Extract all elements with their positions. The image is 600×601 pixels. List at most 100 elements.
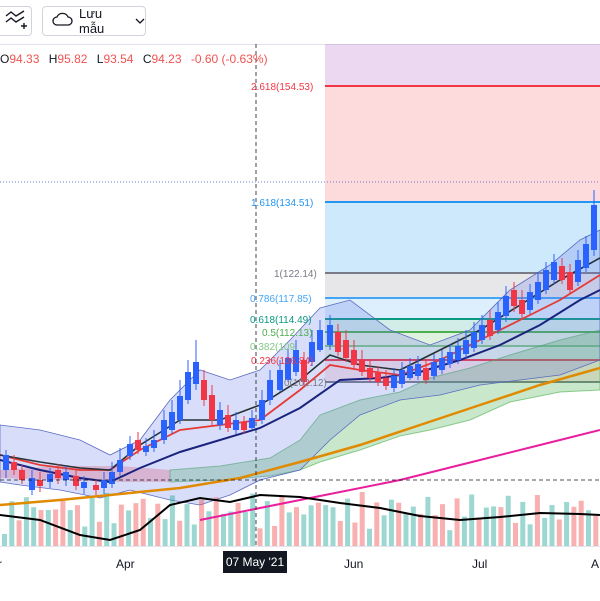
- volume-bar: [9, 501, 15, 546]
- bollinger-band: [0, 229, 600, 506]
- candle-body: [3, 455, 9, 470]
- volume-bar: [199, 499, 205, 546]
- volume-bar: [250, 493, 256, 546]
- save-layout-label: Lưu mẫu: [79, 6, 105, 36]
- volume-bar: [16, 520, 22, 546]
- candle-body: [575, 260, 581, 282]
- candle-body: [29, 478, 35, 490]
- volume-bar: [469, 494, 475, 546]
- ma-magenta-line: [199, 429, 600, 521]
- volume-bar: [162, 519, 168, 546]
- volume-bar: [294, 507, 299, 546]
- volume-bar: [483, 507, 489, 546]
- candle-body: [73, 476, 79, 486]
- volume-bar: [96, 521, 102, 546]
- indicators-button[interactable]: [0, 6, 32, 36]
- volume-bar: [593, 515, 599, 546]
- volume-bar: [381, 515, 387, 546]
- fib-zone: [325, 346, 600, 360]
- candle-body: [591, 205, 597, 250]
- crosshair-date-label: 07 May '21: [223, 551, 287, 573]
- volume-bar: [418, 513, 424, 546]
- price-chart[interactable]: 2.618(154.53) 1.618(134.51) 1(122.14) 0.786…: [0, 0, 600, 546]
- volume-bar: [461, 516, 467, 546]
- candle-body: [81, 482, 87, 488]
- volume-bar: [337, 521, 343, 546]
- volume-bar: [67, 510, 73, 546]
- volume-bar: [242, 511, 248, 546]
- ma-orange-line: [0, 366, 600, 507]
- candle-body: [225, 415, 231, 428]
- candle-body: [447, 352, 453, 364]
- volume-bar: [410, 506, 416, 546]
- save-layout-button[interactable]: Lưu mẫu: [42, 6, 146, 36]
- time-axis[interactable]: r Apr Jun Jul A 07 May '21: [0, 546, 600, 601]
- volume-bar: [126, 510, 132, 546]
- candle-body: [301, 360, 307, 382]
- volume-bar: [432, 515, 438, 546]
- volume-bar: [104, 492, 110, 546]
- volume-bar: [53, 509, 59, 546]
- volume-bar: [571, 506, 577, 546]
- candle-body: [327, 325, 333, 345]
- volume-bar: [498, 507, 504, 546]
- volume-bar: [367, 528, 372, 546]
- volume-bar: [148, 518, 153, 546]
- candle-body: [495, 312, 501, 330]
- volume-bar: [330, 507, 336, 546]
- candle-body: [487, 320, 493, 336]
- low-value: 93.54: [103, 52, 134, 66]
- volume-bar: [272, 525, 278, 546]
- candle-body: [101, 480, 107, 488]
- volume-bar: [374, 502, 380, 546]
- oscillator-line: [0, 493, 600, 542]
- volume-bar: [315, 502, 321, 546]
- volume-bar: [505, 495, 511, 546]
- chevron-down-icon: [135, 12, 145, 30]
- volume-bar: [323, 505, 329, 546]
- candle-body: [93, 485, 99, 490]
- volume-bar: [221, 513, 226, 546]
- candle-body: [37, 480, 43, 486]
- candle-body: [431, 362, 437, 376]
- candle-body: [161, 420, 167, 440]
- volume-bar: [425, 496, 431, 546]
- candle-body: [117, 460, 123, 472]
- candle-body: [285, 358, 291, 380]
- candle-body: [259, 400, 265, 420]
- volume-bar: [352, 522, 358, 546]
- volume-bar: [308, 505, 314, 546]
- volume-bar: [111, 523, 117, 546]
- candle-body: [335, 332, 341, 352]
- volume-bar: [31, 507, 37, 546]
- candle-body: [11, 462, 17, 470]
- volume-bar: [513, 522, 518, 546]
- fib-level-label: 1(122.14): [274, 269, 317, 280]
- volume-bar: [228, 511, 234, 546]
- candle-body: [439, 358, 445, 370]
- volume-bar: [447, 530, 453, 546]
- volume-bar: [235, 502, 241, 546]
- candle-body: [217, 410, 223, 425]
- open-key: O: [0, 52, 10, 66]
- candle-body: [407, 366, 413, 378]
- candle-body: [293, 350, 299, 372]
- candle-body: [551, 262, 557, 280]
- candle-body: [55, 470, 61, 478]
- volume-bar: [527, 524, 533, 546]
- volume-bar: [549, 505, 555, 546]
- candle-body: [343, 340, 349, 358]
- candle-body: [143, 446, 149, 452]
- candle-body: [375, 372, 381, 382]
- candle-body: [201, 380, 207, 400]
- ohlc-legend: O94.33 H95.82 L93.54 C94.23 -0.60 (-0.63…: [0, 52, 268, 66]
- candle-body: [277, 370, 283, 390]
- volume-bar: [454, 498, 460, 546]
- volume-bar: [520, 501, 526, 546]
- volume-bar: [440, 504, 445, 546]
- candle-body: [567, 272, 573, 290]
- volume-bar: [75, 505, 80, 546]
- low-key: L: [96, 52, 104, 66]
- candle-body: [479, 325, 485, 340]
- candle-body: [317, 330, 323, 350]
